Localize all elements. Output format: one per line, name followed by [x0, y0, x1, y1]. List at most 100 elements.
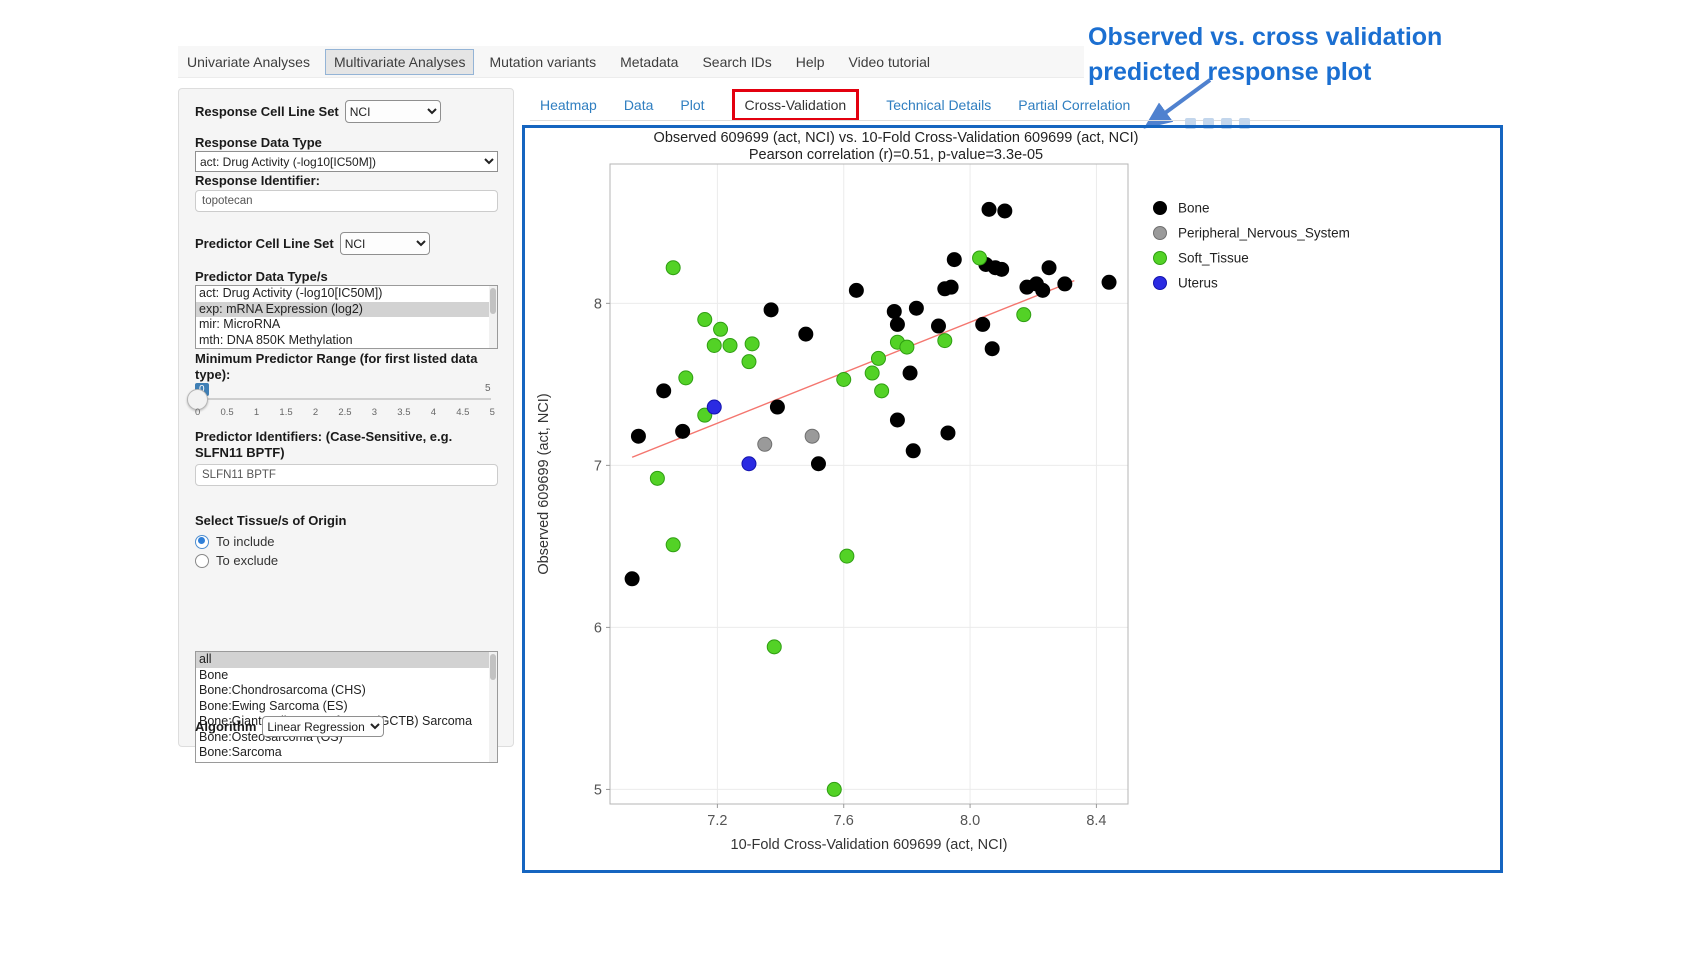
scatter-point-bone	[975, 316, 991, 332]
algorithm-label: Algorithm	[195, 718, 257, 734]
response-data-type-label: Response Data Type	[195, 135, 322, 150]
scrollbar[interactable]	[489, 286, 497, 348]
legend-marker-uterus[interactable]	[1153, 276, 1167, 290]
pan-icon[interactable]	[1221, 118, 1232, 129]
zoom-icon[interactable]	[1203, 118, 1214, 129]
predictor-cell-line-set-label: Predictor Cell Line Set	[195, 235, 334, 251]
scatter-point-bone	[675, 423, 691, 439]
scatter-point-bone	[905, 443, 921, 459]
y-tick-label: 5	[594, 782, 602, 798]
slider-tick-label: 3	[371, 407, 378, 418]
plotly-modebar	[1185, 118, 1250, 129]
list-option[interactable]: act: Drug Activity (-log10[IC50M])	[199, 286, 383, 300]
scatter-point-bone	[908, 300, 924, 316]
scatter-point-soft_tissue	[766, 639, 782, 655]
predictor-cell-line-set-select[interactable]: NCI	[339, 232, 430, 255]
y-tick-label: 6	[594, 620, 602, 636]
list-option[interactable]: exp: mRNA Expression (log2)	[196, 301, 497, 317]
tab-partial-correlation[interactable]: Partial Correlation	[1018, 97, 1131, 113]
list-option[interactable]: mth: DNA 850K Methylation	[199, 332, 353, 347]
scatter-point-bone	[943, 279, 959, 295]
scatter-point-bone	[624, 571, 640, 587]
slider-tick-label: 2.5	[338, 407, 352, 418]
scatter-point-soft_tissue	[899, 339, 915, 355]
x-tick-label: 7.2	[707, 813, 727, 829]
list-option[interactable]: Bone:Sarcoma	[199, 745, 282, 759]
legend-marker-bone[interactable]	[1153, 201, 1167, 215]
response-cell-line-set-select[interactable]: NCI	[344, 100, 441, 123]
scatter-point-soft_tissue	[678, 370, 694, 386]
scatter-point-peripheral_nervous_system	[757, 436, 773, 452]
nav-item-univariate-analyses[interactable]: Univariate Analyses	[187, 53, 310, 70]
predictor-cell-line-set-row: Predictor Cell Line Set NCI	[195, 232, 430, 255]
scatter-point-bone	[1041, 260, 1057, 276]
response-identifier-input[interactable]	[195, 190, 498, 212]
tab-cross-validation[interactable]: Cross-Validation	[731, 89, 860, 121]
tab-data[interactable]: Data	[623, 97, 654, 113]
plot-area	[610, 164, 1128, 804]
scatter-point-bone	[798, 326, 814, 342]
y-tick-label: 7	[594, 458, 602, 474]
tissue-origin-listbox[interactable]: all Bone Bone:Chondrosarcoma (CHS) Bone:Ewi…	[195, 651, 498, 763]
scatter-point-soft_tissue	[972, 250, 988, 266]
legend-label-bone[interactable]: Bone	[1178, 201, 1210, 216]
list-option[interactable]: mir: MicroRNA	[199, 317, 281, 331]
list-option[interactable]: Peripheral_Nervous_System	[196, 761, 497, 763]
algorithm-row: Algorithm Linear Regression	[195, 716, 385, 737]
tab-plot[interactable]: Plot	[680, 97, 705, 113]
scatter-point-soft_tissue	[649, 470, 665, 486]
scatter-point-soft_tissue	[665, 260, 681, 276]
slider-tick-label: 4.5	[456, 407, 470, 418]
list-option[interactable]: Bone:Ewing Sarcoma (ES)	[199, 698, 348, 713]
scatter-point-bone	[763, 302, 779, 318]
tab-divider	[530, 120, 1300, 121]
scatter-point-soft_tissue	[722, 337, 738, 353]
nav-item-video-tutorial[interactable]: Video tutorial	[848, 53, 930, 70]
tab-heatmap[interactable]: Heatmap	[540, 97, 597, 113]
camera-icon[interactable]	[1185, 118, 1196, 129]
predictor-identifiers-input[interactable]	[195, 464, 498, 486]
nav-item-mutation-variants[interactable]: Mutation variants	[489, 53, 597, 70]
scatter-point-soft_tissue	[665, 537, 681, 553]
list-option[interactable]: all	[196, 652, 497, 668]
legend-label-soft_tissue[interactable]: Soft_Tissue	[1178, 251, 1249, 266]
nav-item-help[interactable]: Help	[795, 53, 825, 70]
nav-item-multivariate-analyses[interactable]: Multivariate Analyses	[324, 48, 475, 75]
legend-marker-peripheral_nervous_system[interactable]	[1153, 226, 1167, 240]
scatter-point-bone	[946, 252, 962, 268]
x-tick-label: 8.4	[1086, 813, 1106, 829]
slider-track[interactable]	[199, 398, 491, 400]
slider-tick-label: 2	[312, 407, 319, 418]
slider-handle[interactable]	[187, 389, 208, 410]
response-data-type-select[interactable]: act: Drug Activity (-log10[IC50M])	[195, 151, 498, 172]
legend-label-uterus[interactable]: Uterus	[1178, 276, 1218, 291]
annotation-text: Observed vs. cross validation predicted …	[1088, 20, 1442, 90]
x-tick-label: 8.0	[960, 813, 980, 829]
scatter-point-bone	[994, 261, 1010, 277]
legend-marker-soft_tissue[interactable]	[1153, 251, 1167, 265]
tab-technical-details[interactable]: Technical Details	[886, 97, 992, 113]
scatter-point-soft_tissue	[826, 781, 842, 797]
legend-label-peripheral_nervous_system[interactable]: Peripheral_Nervous_System	[1178, 226, 1350, 241]
autoscale-icon[interactable]	[1239, 118, 1250, 129]
top-navigation: Univariate Analyses Multivariate Analyses…	[178, 46, 1084, 78]
nav-item-search-ids[interactable]: Search IDs	[702, 53, 772, 70]
radio-button-to-include[interactable]	[195, 534, 209, 549]
radio-button-to-exclude[interactable]	[195, 553, 209, 568]
scatter-point-bone	[848, 282, 864, 298]
tissue-origin-radios: To include To exclude	[195, 530, 278, 568]
scatter-point-soft_tissue	[839, 548, 855, 564]
algorithm-select[interactable]: Linear Regression	[262, 716, 385, 737]
tissue-origin-label: Select Tissue/s of Origin	[195, 513, 347, 528]
annotation-arrow-icon	[1143, 78, 1212, 129]
nav-item-metadata[interactable]: Metadata	[620, 53, 679, 70]
list-option[interactable]: Bone	[199, 667, 229, 682]
scatter-point-soft_tissue	[713, 321, 729, 337]
list-option[interactable]: Bone:Chondrosarcoma (CHS)	[199, 683, 366, 697]
slider-tick-label: 0.5	[220, 407, 234, 418]
scatter-point-soft_tissue	[697, 407, 713, 423]
scrollbar[interactable]	[489, 652, 497, 762]
scatter-point-bone	[769, 399, 785, 415]
radio-label: To exclude	[216, 553, 279, 568]
predictor-data-types-listbox[interactable]: act: Drug Activity (-log10[IC50M]) exp: m…	[195, 285, 498, 349]
